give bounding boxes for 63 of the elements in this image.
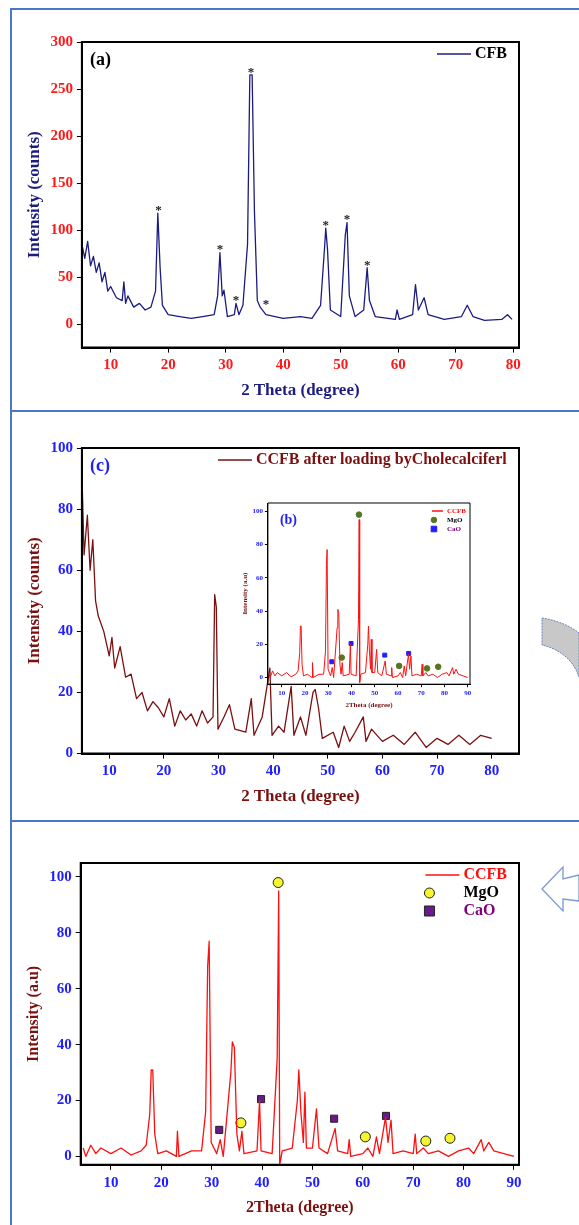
x-tick-label: 80 (456, 1173, 472, 1190)
x-axis-title: 2 Theta (degree) (241, 786, 360, 806)
annotation: (a) (89, 48, 111, 70)
y-tick-label: 40 (56, 1035, 72, 1052)
x-tick-label: 30 (218, 356, 234, 373)
y-tick-label: 60 (57, 561, 73, 578)
y-tick-label: 60 (56, 979, 72, 996)
annotation: * (343, 211, 351, 227)
y-axis-title: Intensity (a.u) (23, 965, 42, 1062)
y-tick-label: 250 (50, 79, 73, 96)
x-tick-label: 60 (390, 356, 406, 373)
annotation: * (155, 202, 162, 217)
x-tick-label: 70 (405, 1173, 421, 1190)
x-tick-label: 90 (506, 1173, 522, 1190)
annotation: * (232, 292, 240, 308)
y-tick-label: 50 (57, 267, 73, 284)
y-tick-label: 40 (57, 622, 73, 639)
legend-label: CFB (475, 44, 508, 62)
x-tick-label: 10 (103, 1173, 119, 1190)
x-tick-label: 20 (153, 1173, 169, 1190)
legend-label: MgO (463, 883, 499, 902)
annotation: (b) (279, 511, 298, 528)
y-tick-label: 0 (65, 744, 73, 761)
y-axis-title: Intensity (counts) (23, 131, 43, 259)
x-tick-label: 70 (429, 762, 445, 779)
annotation: * (247, 63, 255, 79)
y-tick-label: 100 (49, 867, 72, 884)
x-tick-label: 40 (275, 356, 291, 373)
x-tick-label: 10 (101, 762, 117, 779)
x-axis-title: 2 Theta (degree) (241, 380, 360, 400)
x-tick-label: 10 (103, 356, 119, 373)
y-tick-label: 80 (57, 499, 73, 516)
annotation: * (363, 256, 371, 272)
y-axis-title: Intensity (counts) (23, 537, 43, 665)
annotation: (c) (89, 454, 110, 476)
x-tick-label: 50 (320, 762, 336, 779)
x-axis-title: 2Theta (degree) (246, 1197, 354, 1216)
x-tick-label: 80 (484, 762, 500, 779)
x-tick-label: 60 (355, 1173, 371, 1190)
y-tick-label: 300 (50, 32, 73, 49)
x-tick-label: 50 (333, 356, 349, 373)
legend-label: CCFB after loading byCholecalciferl (255, 450, 508, 469)
x-tick-label: 50 (304, 1173, 320, 1190)
y-tick-label: 80 (56, 923, 72, 940)
x-tick-label: 30 (204, 1173, 220, 1190)
x-tick-label: 70 (448, 356, 464, 373)
x-tick-label: 60 (374, 762, 390, 779)
y-tick-label: 20 (56, 1091, 72, 1108)
x-tick-label: 80 (505, 356, 521, 373)
x-tick-label: 20 (156, 762, 172, 779)
y-tick-label: 100 (50, 220, 73, 237)
y-tick-label: 200 (50, 126, 73, 143)
y-tick-label: 150 (50, 173, 73, 190)
x-tick-label: 30 (210, 762, 226, 779)
annotation: * (216, 241, 224, 257)
y-tick-label: 100 (50, 438, 73, 455)
y-tick-label: 0 (65, 314, 73, 331)
legend-label: CCFB (463, 865, 508, 883)
y-tick-label: 0 (64, 1147, 72, 1164)
x-tick-label: 20 (160, 356, 176, 373)
annotation: * (262, 296, 270, 312)
annotation: * (322, 217, 330, 233)
legend-label: CaO (463, 901, 496, 919)
